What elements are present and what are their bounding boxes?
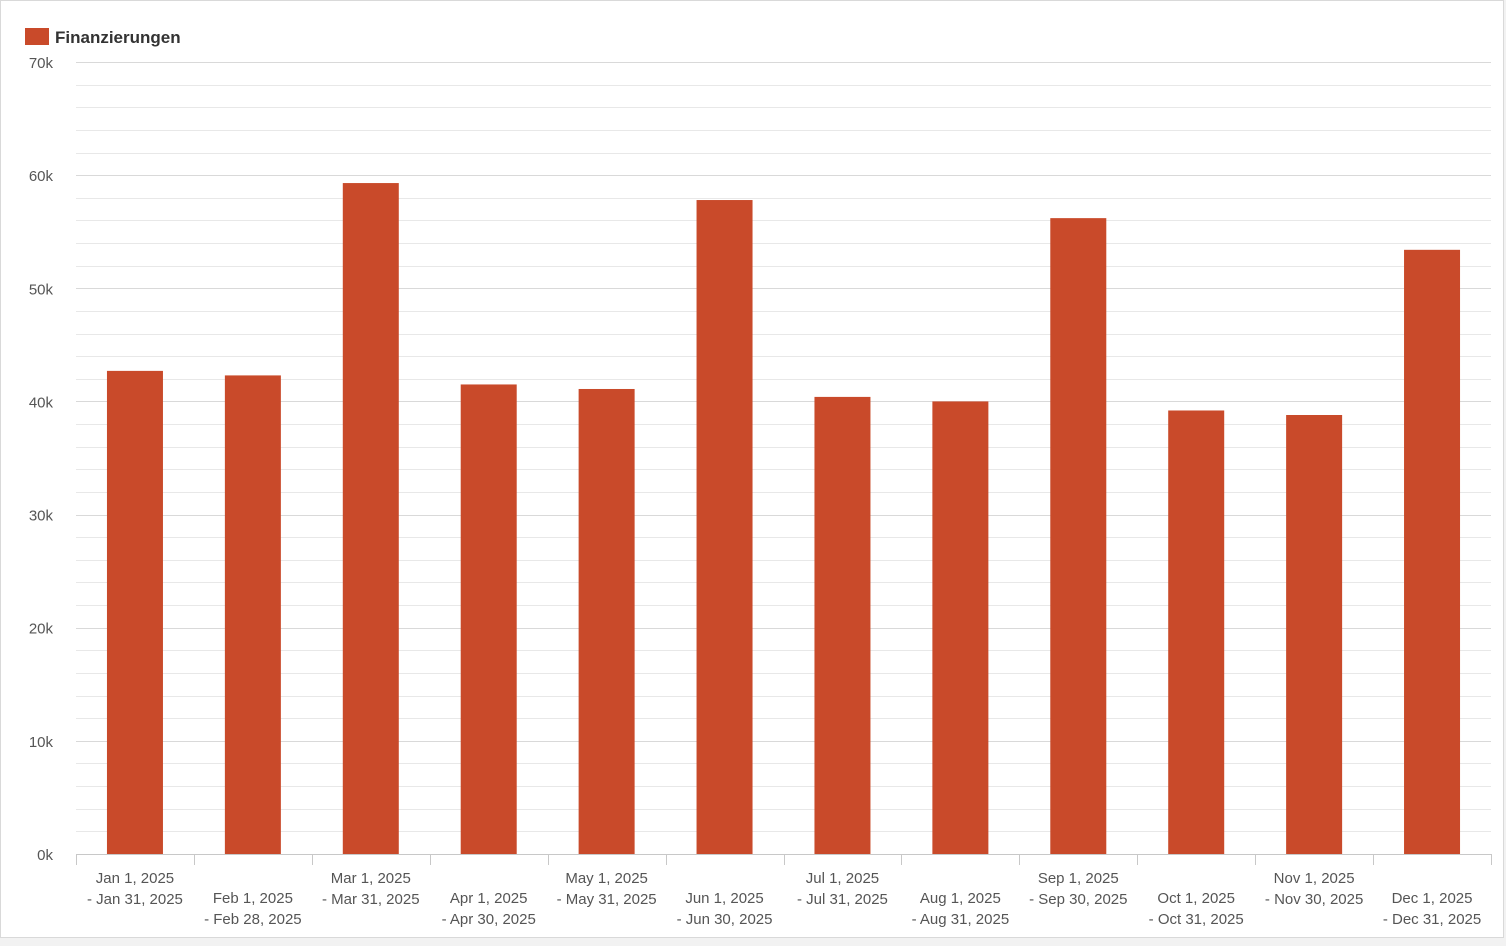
grid-lines [76,62,1491,832]
bar-2[interactable] [224,375,281,854]
legend[interactable]: Finanzierungen [25,28,181,47]
bar-10[interactable] [1168,410,1225,854]
x-tick-label: Jan 1, 2025- Jan 31, 2025 [87,870,183,908]
y-tick-label: 0k [37,847,53,864]
y-tick-label: 10k [29,734,54,751]
bar-11[interactable] [1286,415,1343,854]
x-tick-label: Dec 1, 2025- Dec 31, 2025 [1383,890,1481,928]
x-tick-label: Apr 1, 2025- Apr 30, 2025 [442,890,536,928]
bar-12[interactable] [1404,249,1461,854]
x-tick-label: Feb 1, 2025- Feb 28, 2025 [204,890,302,928]
bar-7[interactable] [814,396,871,854]
bars [106,183,1461,854]
y-tick-label: 50k [29,281,54,298]
bar-6[interactable] [696,200,753,854]
bar-3[interactable] [342,183,399,854]
y-tick-label: 70k [29,55,54,72]
x-tick-label: Mar 1, 2025- Mar 31, 2025 [322,870,420,908]
bar-9[interactable] [1050,218,1107,854]
x-tick-label: May 1, 2025- May 31, 2025 [557,870,657,908]
bar-1[interactable] [106,370,163,854]
x-tick-label: Oct 1, 2025- Oct 31, 2025 [1149,890,1244,928]
y-tick-label: 30k [29,508,54,525]
y-tick-label: 20k [29,621,54,638]
y-tick-label: 60k [29,168,54,185]
x-axis: Jan 1, 2025- Jan 31, 2025 Feb 1, 2025- Fe… [76,854,1492,928]
legend-label-finanzierungen[interactable]: Finanzierungen [55,28,181,47]
x-tick-label: Jul 1, 2025- Jul 31, 2025 [797,870,888,908]
y-tick-label: 40k [29,394,54,411]
bar-8[interactable] [932,401,989,854]
x-tick-label: Aug 1, 2025- Aug 31, 2025 [912,890,1010,928]
bar-4[interactable] [460,384,517,854]
y-axis: 0k 10k 20k 30k 40k 50k 60k 70k [29,55,54,864]
bar-5[interactable] [578,388,635,854]
x-tick-label: Jun 1, 2025- Jun 30, 2025 [677,890,773,928]
x-tick-label: Sep 1, 2025- Sep 30, 2025 [1029,870,1127,908]
legend-swatch-finanzierungen[interactable] [25,28,49,45]
x-tick-label: Nov 1, 2025- Nov 30, 2025 [1265,870,1363,908]
